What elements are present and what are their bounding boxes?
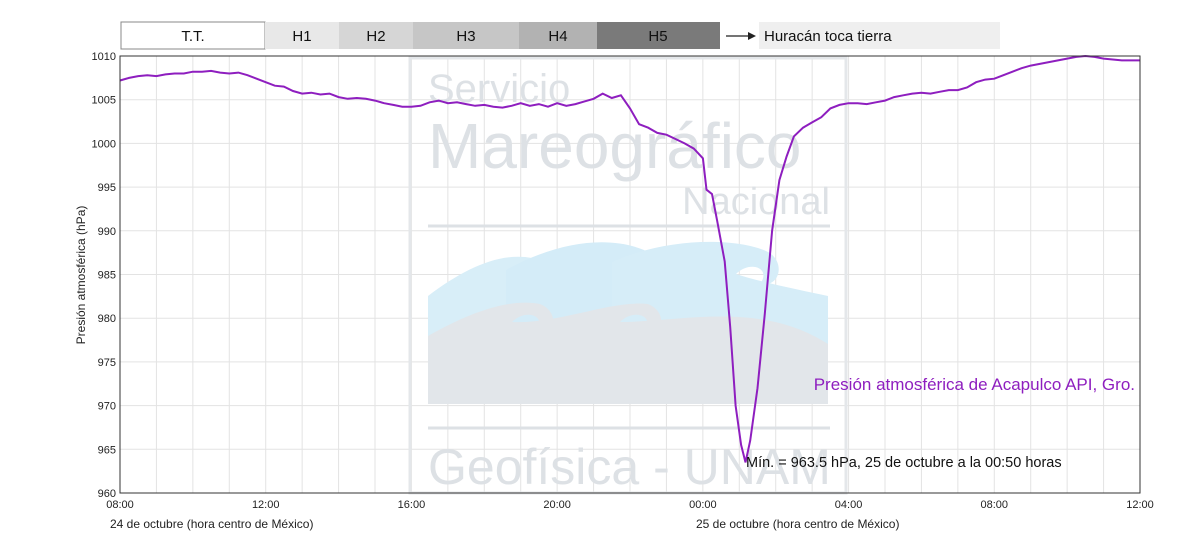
y-tick-label: 980 xyxy=(98,313,116,325)
plot-border xyxy=(119,55,1141,494)
x-tick-label: 12:00 xyxy=(1126,499,1154,511)
date-label-24: 24 de octubre (hora centro de México) xyxy=(110,517,313,531)
x-tick-label: 16:00 xyxy=(398,499,426,511)
y-axis-label: Presión atmosférica (hPa) xyxy=(74,206,88,345)
x-tick-label: 04:00 xyxy=(835,499,863,511)
y-tick-label: 1005 xyxy=(92,95,116,107)
pressure-series-line xyxy=(119,54,1140,463)
x-tick-label: 20:00 xyxy=(543,499,571,511)
y-tick-label: 960 xyxy=(98,488,116,500)
y-tick-label: 970 xyxy=(98,401,116,413)
legend-label-tt: T.T. xyxy=(181,28,204,45)
legend-box-h2 xyxy=(339,22,413,49)
landfall-label: Huracán toca tierra xyxy=(764,28,892,45)
landfall-label-box xyxy=(759,22,1000,49)
legend-label-h3: H3 xyxy=(456,28,475,45)
y-axis-ticks: 960 965 970 975 980 985 990 995 1000 1005 1010 xyxy=(92,51,116,500)
x-tick-label: 08:00 xyxy=(981,499,1009,511)
x-tick-label: 00:00 xyxy=(689,499,717,511)
legend-label-h5: H5 xyxy=(648,28,667,45)
minimum-annotation: Mín. = 963.5 hPa, 25 de octubre a la 00:… xyxy=(746,455,1062,471)
x-tick-label: 12:00 xyxy=(252,499,280,511)
y-tick-label: 995 xyxy=(98,182,116,194)
watermark-line2: Mareográfico xyxy=(428,110,802,182)
legend-label-h2: H2 xyxy=(366,28,385,45)
y-tick-label: 965 xyxy=(98,444,116,456)
watermark-line1: Servicio xyxy=(428,67,570,111)
series-annotation: Presión atmosférica de Acapulco API, Gro… xyxy=(814,375,1135,394)
watermark: Servicio Mareográfico Nacional Geofísica… xyxy=(408,56,848,495)
y-tick-label: 985 xyxy=(98,270,116,282)
y-tick-label: 975 xyxy=(98,357,116,369)
x-axis-ticks: 08:00 12:00 16:00 20:00 00:00 04:00 08:00 12:00 xyxy=(106,499,1154,511)
legend-label-h4: H4 xyxy=(548,28,567,45)
watermark-waves-icon xyxy=(428,241,828,404)
legend-box-h1 xyxy=(265,22,339,49)
landfall-arrow-icon xyxy=(726,32,756,40)
y-tick-label: 1010 xyxy=(92,51,116,63)
legend-box-h3 xyxy=(413,22,519,49)
watermark-line4: Geofísica - UNAM xyxy=(428,439,831,495)
legend-box-h4 xyxy=(519,22,597,49)
legend-label-h1: H1 xyxy=(292,28,311,45)
y-tick-label: 1000 xyxy=(92,138,116,150)
legend-box-h5 xyxy=(597,22,720,49)
x-tick-label: 08:00 xyxy=(106,499,134,511)
y-tick-label: 990 xyxy=(98,226,116,238)
watermark-line3: Nacional xyxy=(682,181,830,223)
hurricane-category-legend: T.T. H1 H2 H3 H4 H5 Huracán toca tierra xyxy=(120,21,1000,50)
date-label-25: 25 de octubre (hora centro de México) xyxy=(696,517,899,531)
legend-box-tt xyxy=(120,21,266,50)
